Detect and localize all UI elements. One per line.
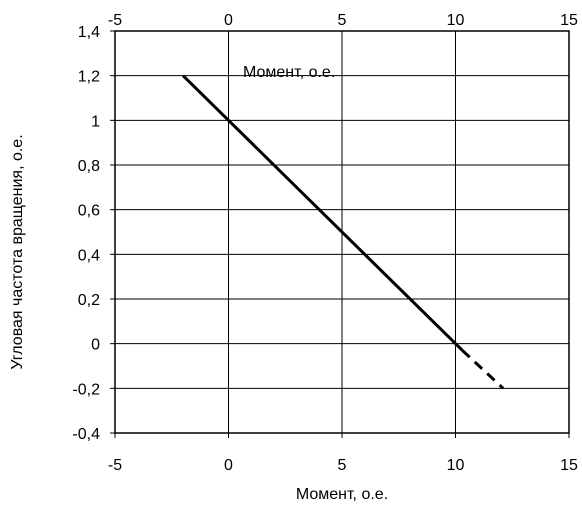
y-tick-label: 1 [91,113,100,130]
x-tick-label: 0 [224,457,233,474]
x-tick-label: 10 [447,457,465,474]
x-tick-label: 5 [338,457,347,474]
y-tick-label: 1,2 [78,69,100,86]
y-tick-label: -0,4 [72,426,100,443]
inner-axis-label: Момент, о.е. [243,64,335,81]
y-tick-label: 1,4 [78,24,100,41]
y-axis: -0,4 -0,2 0 0,2 0,4 0,6 0,8 1 1,2 1,4 [72,24,115,443]
top-x-tick-label: 5 [338,12,347,29]
x-tick-label: 15 [560,457,578,474]
y-tick-label: -0,2 [72,381,100,398]
series-group [182,74,505,390]
y-axis-title: Угловая частота вращения, о.е. [9,134,26,369]
y-tick-label: 0,8 [78,158,100,175]
top-x-tick-label: 0 [224,12,233,29]
y-tick-label: 0,6 [78,203,100,220]
top-x-tick-label: 15 [560,12,578,29]
top-x-tick-label: -5 [108,12,122,29]
series-line-solid [182,74,464,352]
y-tick-label: 0,2 [78,292,100,309]
top-x-tick-label: 10 [447,12,465,29]
y-tick-label: 0 [91,337,100,354]
x-tick-label: -5 [108,457,122,474]
x-axis-title: Момент, о.е. [296,486,388,503]
x-axis-bottom: -5 0 5 10 15 [108,433,578,474]
series-line-dashed [461,349,505,390]
x-axis-top: -5 0 5 10 15 [108,12,578,29]
grid [115,31,569,433]
y-tick-label: 0,4 [78,247,100,264]
